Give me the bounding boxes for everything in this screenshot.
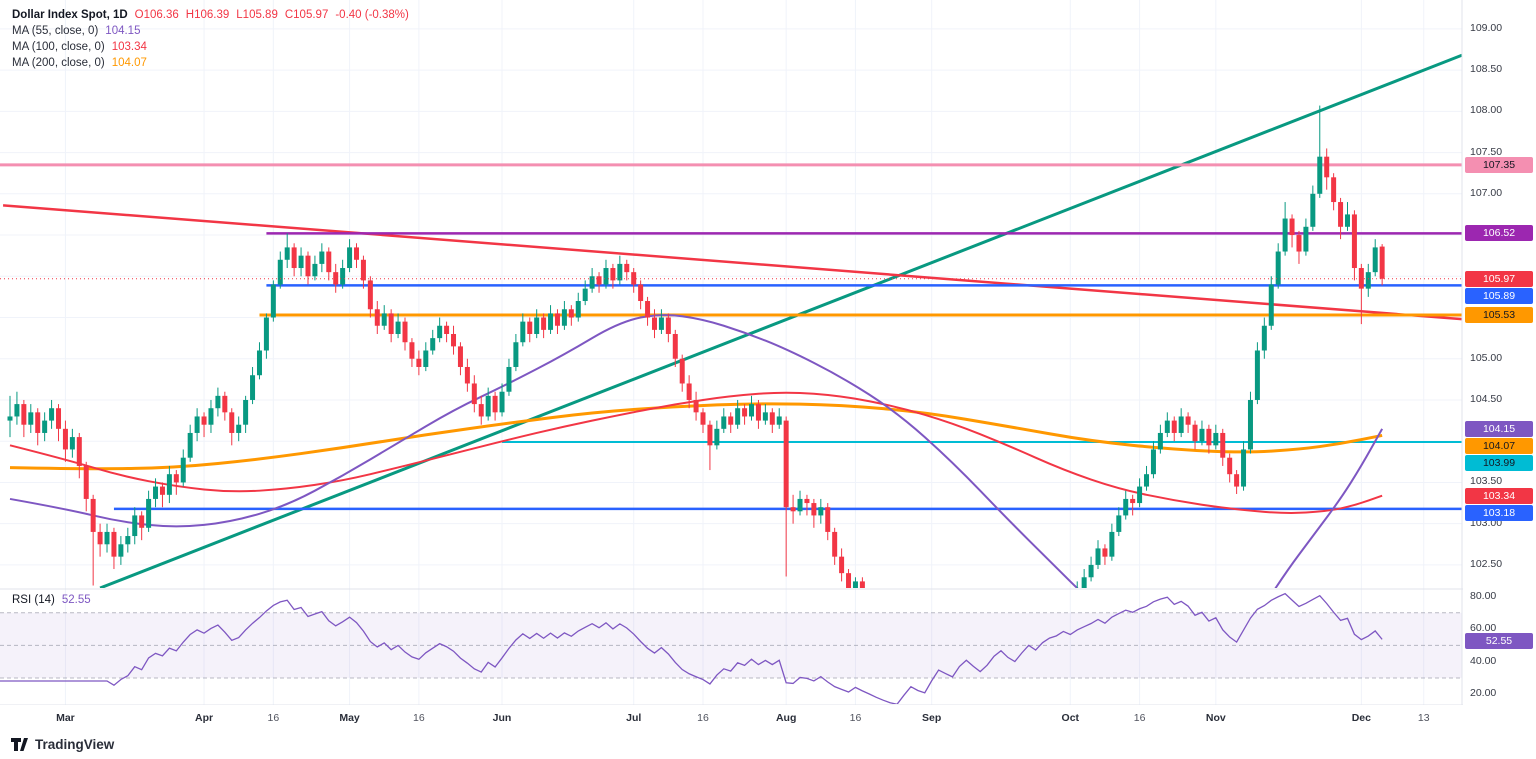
trendline[interactable] <box>99 53 1462 588</box>
price-axis-label: 80.00 <box>1470 589 1497 602</box>
time-axis-label-Mar: Mar <box>56 712 75 724</box>
price-badge-106.52: 106.52 <box>1465 225 1533 242</box>
ohlc-row[interactable]: Dollar Index Spot, 1D O106.36 H106.39 L1… <box>12 7 409 23</box>
ma100-legend[interactable]: MA (100, close, 0) 103.34 <box>12 39 409 55</box>
rsi-value: 52.55 <box>61 594 91 606</box>
time-axis-label-Oct: Oct <box>1061 712 1080 724</box>
ohlc-open: O106.36 <box>134 9 179 21</box>
price-badge-105.89: 105.89 <box>1465 287 1533 304</box>
rsi-pane[interactable] <box>0 592 1462 705</box>
ma200-value: 104.07 <box>111 57 147 69</box>
trendline[interactable] <box>2 204 1462 321</box>
price-axis-label: 20.00 <box>1470 687 1497 700</box>
time-axis-label-Dec: Dec <box>1351 712 1371 724</box>
ma55-value: 104.15 <box>105 25 141 37</box>
main-pane[interactable] <box>0 53 1462 730</box>
price-axis-label: 60.00 <box>1470 622 1497 635</box>
price-badge-103.34: 103.34 <box>1465 487 1533 504</box>
time-axis-label-Aug: Aug <box>775 712 797 724</box>
price-badge-107.35: 107.35 <box>1465 156 1533 173</box>
symbol-title[interactable]: Dollar Index Spot, 1D <box>12 9 128 21</box>
rsi-badge: 52.55 <box>1465 633 1533 650</box>
price-axis-label: 108.00 <box>1470 104 1503 117</box>
price-axis-label: 40.00 <box>1470 654 1497 667</box>
time-axis-label-16: 16 <box>697 712 709 724</box>
time-axis-label-Jun: Jun <box>492 712 512 724</box>
ohlc-high: H106.39 <box>185 9 230 21</box>
price-axis[interactable]: 109.00 108.50 108.00 107.50 107.00 105.00 104.… <box>1463 0 1536 705</box>
ma200-legend[interactable]: MA (200, close, 0) 104.07 <box>12 55 409 71</box>
time-axis-label-16: 16 <box>267 712 280 724</box>
price-badge-103.18: 103.18 <box>1465 504 1533 521</box>
tradingview-logo-icon <box>11 738 28 751</box>
time-axis-label-Sep: Sep <box>922 712 942 724</box>
price-axis-label: 107.50 <box>1470 145 1503 158</box>
rsi-legend[interactable]: RSI (14) 52.55 <box>12 594 91 606</box>
symbol-legend[interactable]: Dollar Index Spot, 1D O106.36 H106.39 L1… <box>12 7 409 71</box>
gridlines <box>0 0 1462 705</box>
price-axis-label: 108.50 <box>1470 63 1503 76</box>
time-axis-label-Apr: Apr <box>194 712 214 724</box>
time-axis-label-May: May <box>339 712 360 724</box>
time-axis-label-13: 13 <box>1417 712 1430 724</box>
candles-layer[interactable] <box>7 105 1385 730</box>
price-badge-103.99: 103.99 <box>1465 454 1533 471</box>
time-axis-label-16: 16 <box>849 712 862 724</box>
ohlc-change: -0.40 (-0.38%) <box>335 9 409 21</box>
ma-200-line[interactable] <box>9 402 1383 471</box>
time-axis[interactable]: Mar Apr 16 May 16 Jun Jul 16 Aug 16 Sep Oct 16 Nov Dec… <box>0 705 1536 735</box>
price-axis-label: 109.00 <box>1470 21 1503 34</box>
time-axis-label-Jul: Jul <box>626 712 642 724</box>
ma-100-line[interactable] <box>9 391 1383 514</box>
price-axis-label: 102.50 <box>1470 557 1503 570</box>
ma55-label: MA (55, close, 0) <box>12 25 99 37</box>
time-axis-label-Nov: Nov <box>1205 712 1226 724</box>
rsi-label: RSI (14) <box>12 594 55 606</box>
price-axis-label: 107.00 <box>1470 186 1503 199</box>
price-axis-label: 105.00 <box>1470 351 1503 364</box>
time-axis-label-16: 16 <box>1133 712 1146 724</box>
tradingview-wordmark: TradingView <box>35 737 115 752</box>
ohlc-low: L105.89 <box>236 9 278 21</box>
price-axis-label: 103.50 <box>1470 475 1503 488</box>
price-badge-104.15: 104.15 <box>1465 420 1533 437</box>
tradingview-logo[interactable]: TradingView <box>10 735 114 754</box>
price-axis-label: 104.50 <box>1470 392 1503 405</box>
ma55-legend[interactable]: MA (55, close, 0) 104.15 <box>12 23 409 39</box>
price-badge-105.97: 105.97 <box>1465 270 1533 287</box>
ohlc-close: C105.97 <box>284 9 329 21</box>
ma-55-line[interactable] <box>9 314 1384 647</box>
ma100-value: 103.34 <box>111 41 147 53</box>
time-axis-label-16: 16 <box>413 712 425 724</box>
ma200-label: MA (200, close, 0) <box>12 57 105 69</box>
price-badge-104.07: 104.07 <box>1465 437 1533 454</box>
rsi-line[interactable] <box>0 592 1383 705</box>
ma100-label: MA (100, close, 0) <box>12 41 105 53</box>
price-badge-105.53: 105.53 <box>1465 307 1533 324</box>
